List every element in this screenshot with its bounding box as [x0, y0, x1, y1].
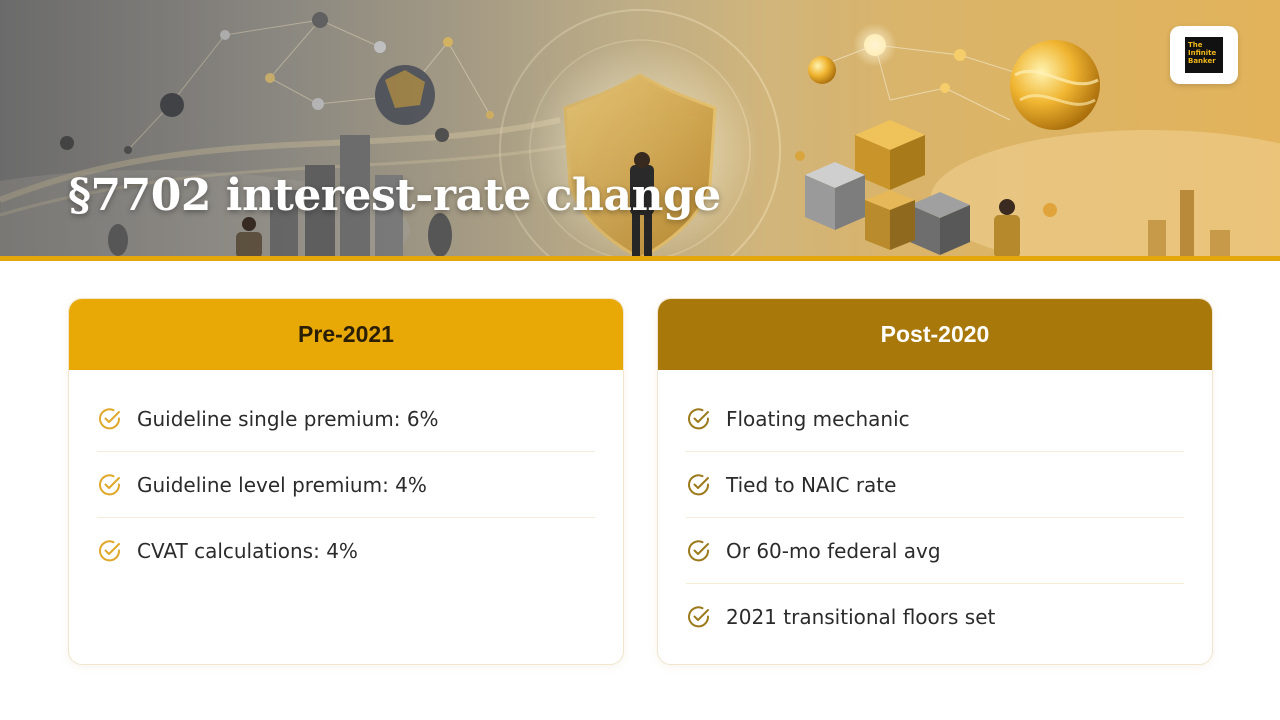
logo-text: The Infinite Banker [1188, 41, 1217, 65]
card-list: Floating mechanic Tied to NAIC rate Or 6… [658, 386, 1212, 650]
brand-logo: The Infinite Banker [1170, 26, 1238, 84]
list-item: Or 60-mo federal avg [686, 518, 1184, 584]
list-item-text: Guideline level premium: 4% [137, 472, 427, 497]
banner-divider [0, 256, 1280, 261]
header-banner: §7702 interest-rate change The Infinite … [0, 0, 1280, 258]
list-item-text: 2021 transitional floors set [726, 605, 996, 629]
list-item: Tied to NAIC rate [686, 452, 1184, 518]
list-item-text: Guideline single premium: 6% [137, 406, 439, 431]
check-circle-icon [688, 407, 710, 429]
check-circle-icon [99, 540, 121, 562]
card-heading: Pre-2021 [69, 299, 623, 370]
check-circle-icon [99, 407, 121, 429]
list-item-text: Floating mechanic [726, 406, 910, 431]
check-circle-icon [688, 539, 710, 561]
card-post-2020: Post-2020 Floating mechanic Tied to NAIC… [657, 298, 1213, 665]
check-circle-icon [99, 473, 121, 495]
list-item: Guideline level premium: 4% [97, 452, 595, 518]
card-pre-2021: Pre-2021 Guideline single premium: 6% Gu… [68, 298, 624, 665]
page-title: §7702 interest-rate change [68, 170, 721, 221]
logo-mark: The Infinite Banker [1185, 37, 1223, 73]
list-item-text: Or 60-mo federal avg [726, 538, 941, 563]
card-list: Guideline single premium: 6% Guideline l… [69, 386, 623, 584]
banner-shade [0, 0, 1280, 258]
banner-illustration [0, 9, 1280, 258]
list-item: Floating mechanic [686, 386, 1184, 452]
check-circle-icon [688, 473, 710, 495]
card-heading: Post-2020 [658, 299, 1212, 370]
list-item-text: Tied to NAIC rate [726, 472, 897, 497]
check-circle-icon [688, 606, 710, 628]
list-item: CVAT calculations: 4% [97, 518, 595, 584]
list-item: 2021 transitional floors set [686, 584, 1184, 650]
list-item: Guideline single premium: 6% [97, 386, 595, 452]
list-item-text: CVAT calculations: 4% [137, 539, 358, 563]
